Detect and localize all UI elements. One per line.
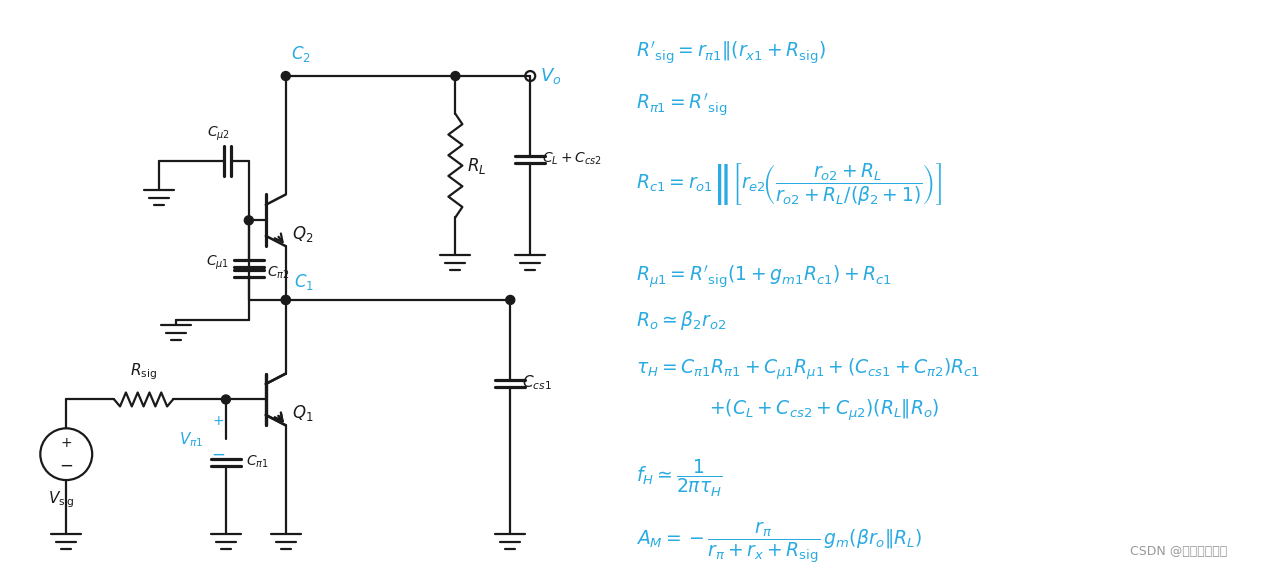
Text: $f_H \simeq \dfrac{1}{2\pi\tau_H}$: $f_H \simeq \dfrac{1}{2\pi\tau_H}$	[636, 458, 723, 499]
Text: $R'_{\rm sig} = r_{\pi 1}\| (r_{x1} + R_{\rm sig})$: $R'_{\rm sig} = r_{\pi 1}\| (r_{x1} + R_…	[636, 40, 826, 66]
Text: $A_M = -\dfrac{r_{\pi}}{r_{\pi} + r_x + R_{\rm sig}}\, g_m(\beta r_o \| R_L)$: $A_M = -\dfrac{r_{\pi}}{r_{\pi} + r_x + …	[636, 520, 922, 565]
Text: $R_{\mathrm{sig}}$: $R_{\mathrm{sig}}$	[131, 361, 157, 381]
Text: $+ (C_L + C_{cs2} + C_{\mu 2})(R_L\| R_o)$: $+ (C_L + C_{cs2} + C_{\mu 2})(R_L\| R_o…	[710, 398, 940, 423]
Text: $\tau_H = C_{\pi 1}R_{\pi 1} + C_{\mu 1}R_{\mu 1} + (C_{cs1} + C_{\pi 2})R_{c1}$: $\tau_H = C_{\pi 1}R_{\pi 1} + C_{\mu 1}…	[636, 356, 981, 381]
Text: $R_{\pi 1} = R'_{\rm sig}$: $R_{\pi 1} = R'_{\rm sig}$	[636, 92, 727, 118]
Circle shape	[281, 295, 290, 305]
Text: $C_{cs1}$: $C_{cs1}$	[522, 373, 552, 392]
Text: $R_{\mu 1} = R'_{\rm sig}(1 + g_{m1}R_{c1}) + R_{c1}$: $R_{\mu 1} = R'_{\rm sig}(1 + g_{m1}R_{c…	[636, 264, 892, 290]
Text: $C_2$: $C_2$	[290, 44, 310, 64]
Circle shape	[222, 395, 231, 404]
Text: $C_1$: $C_1$	[294, 272, 314, 292]
Text: $V_{\pi 1}$: $V_{\pi 1}$	[180, 430, 204, 449]
Circle shape	[281, 295, 290, 305]
Text: −: −	[60, 456, 73, 474]
Circle shape	[451, 72, 460, 81]
Circle shape	[245, 216, 253, 225]
Text: $R_{c1} = r_{o1}\left\|\left[r_{e2}\!\left(\dfrac{r_{o2} + R_L}{r_{o2} + R_L/(\b: $R_{c1} = r_{o1}\left\|\left[r_{e2}\!\le…	[636, 162, 941, 208]
Circle shape	[281, 72, 290, 81]
Text: $C_{\mu 1}$: $C_{\mu 1}$	[205, 254, 229, 272]
Text: CSDN @爱寂寞的时光: CSDN @爱寂寞的时光	[1130, 545, 1228, 559]
Text: $Q_2$: $Q_2$	[291, 224, 313, 244]
Text: $V_o$: $V_o$	[540, 66, 561, 86]
Text: $C_L + C_{cs2}$: $C_L + C_{cs2}$	[542, 151, 602, 167]
Text: $R_L$: $R_L$	[468, 156, 487, 175]
Text: +: +	[212, 414, 224, 428]
Text: $R_o \simeq \beta_2 r_{o2}$: $R_o \simeq \beta_2 r_{o2}$	[636, 309, 726, 332]
Text: $Q_1$: $Q_1$	[291, 403, 313, 424]
Text: $C_{\mu 2}$: $C_{\mu 2}$	[208, 125, 231, 143]
Text: +: +	[61, 436, 72, 450]
Text: $C_{\pi 1}$: $C_{\pi 1}$	[246, 454, 269, 470]
Text: −: −	[212, 445, 224, 463]
Circle shape	[506, 295, 514, 305]
Text: $V_{\mathrm{sig}}$: $V_{\mathrm{sig}}$	[48, 489, 75, 509]
Text: $C_{\pi 2}$: $C_{\pi 2}$	[267, 265, 290, 281]
